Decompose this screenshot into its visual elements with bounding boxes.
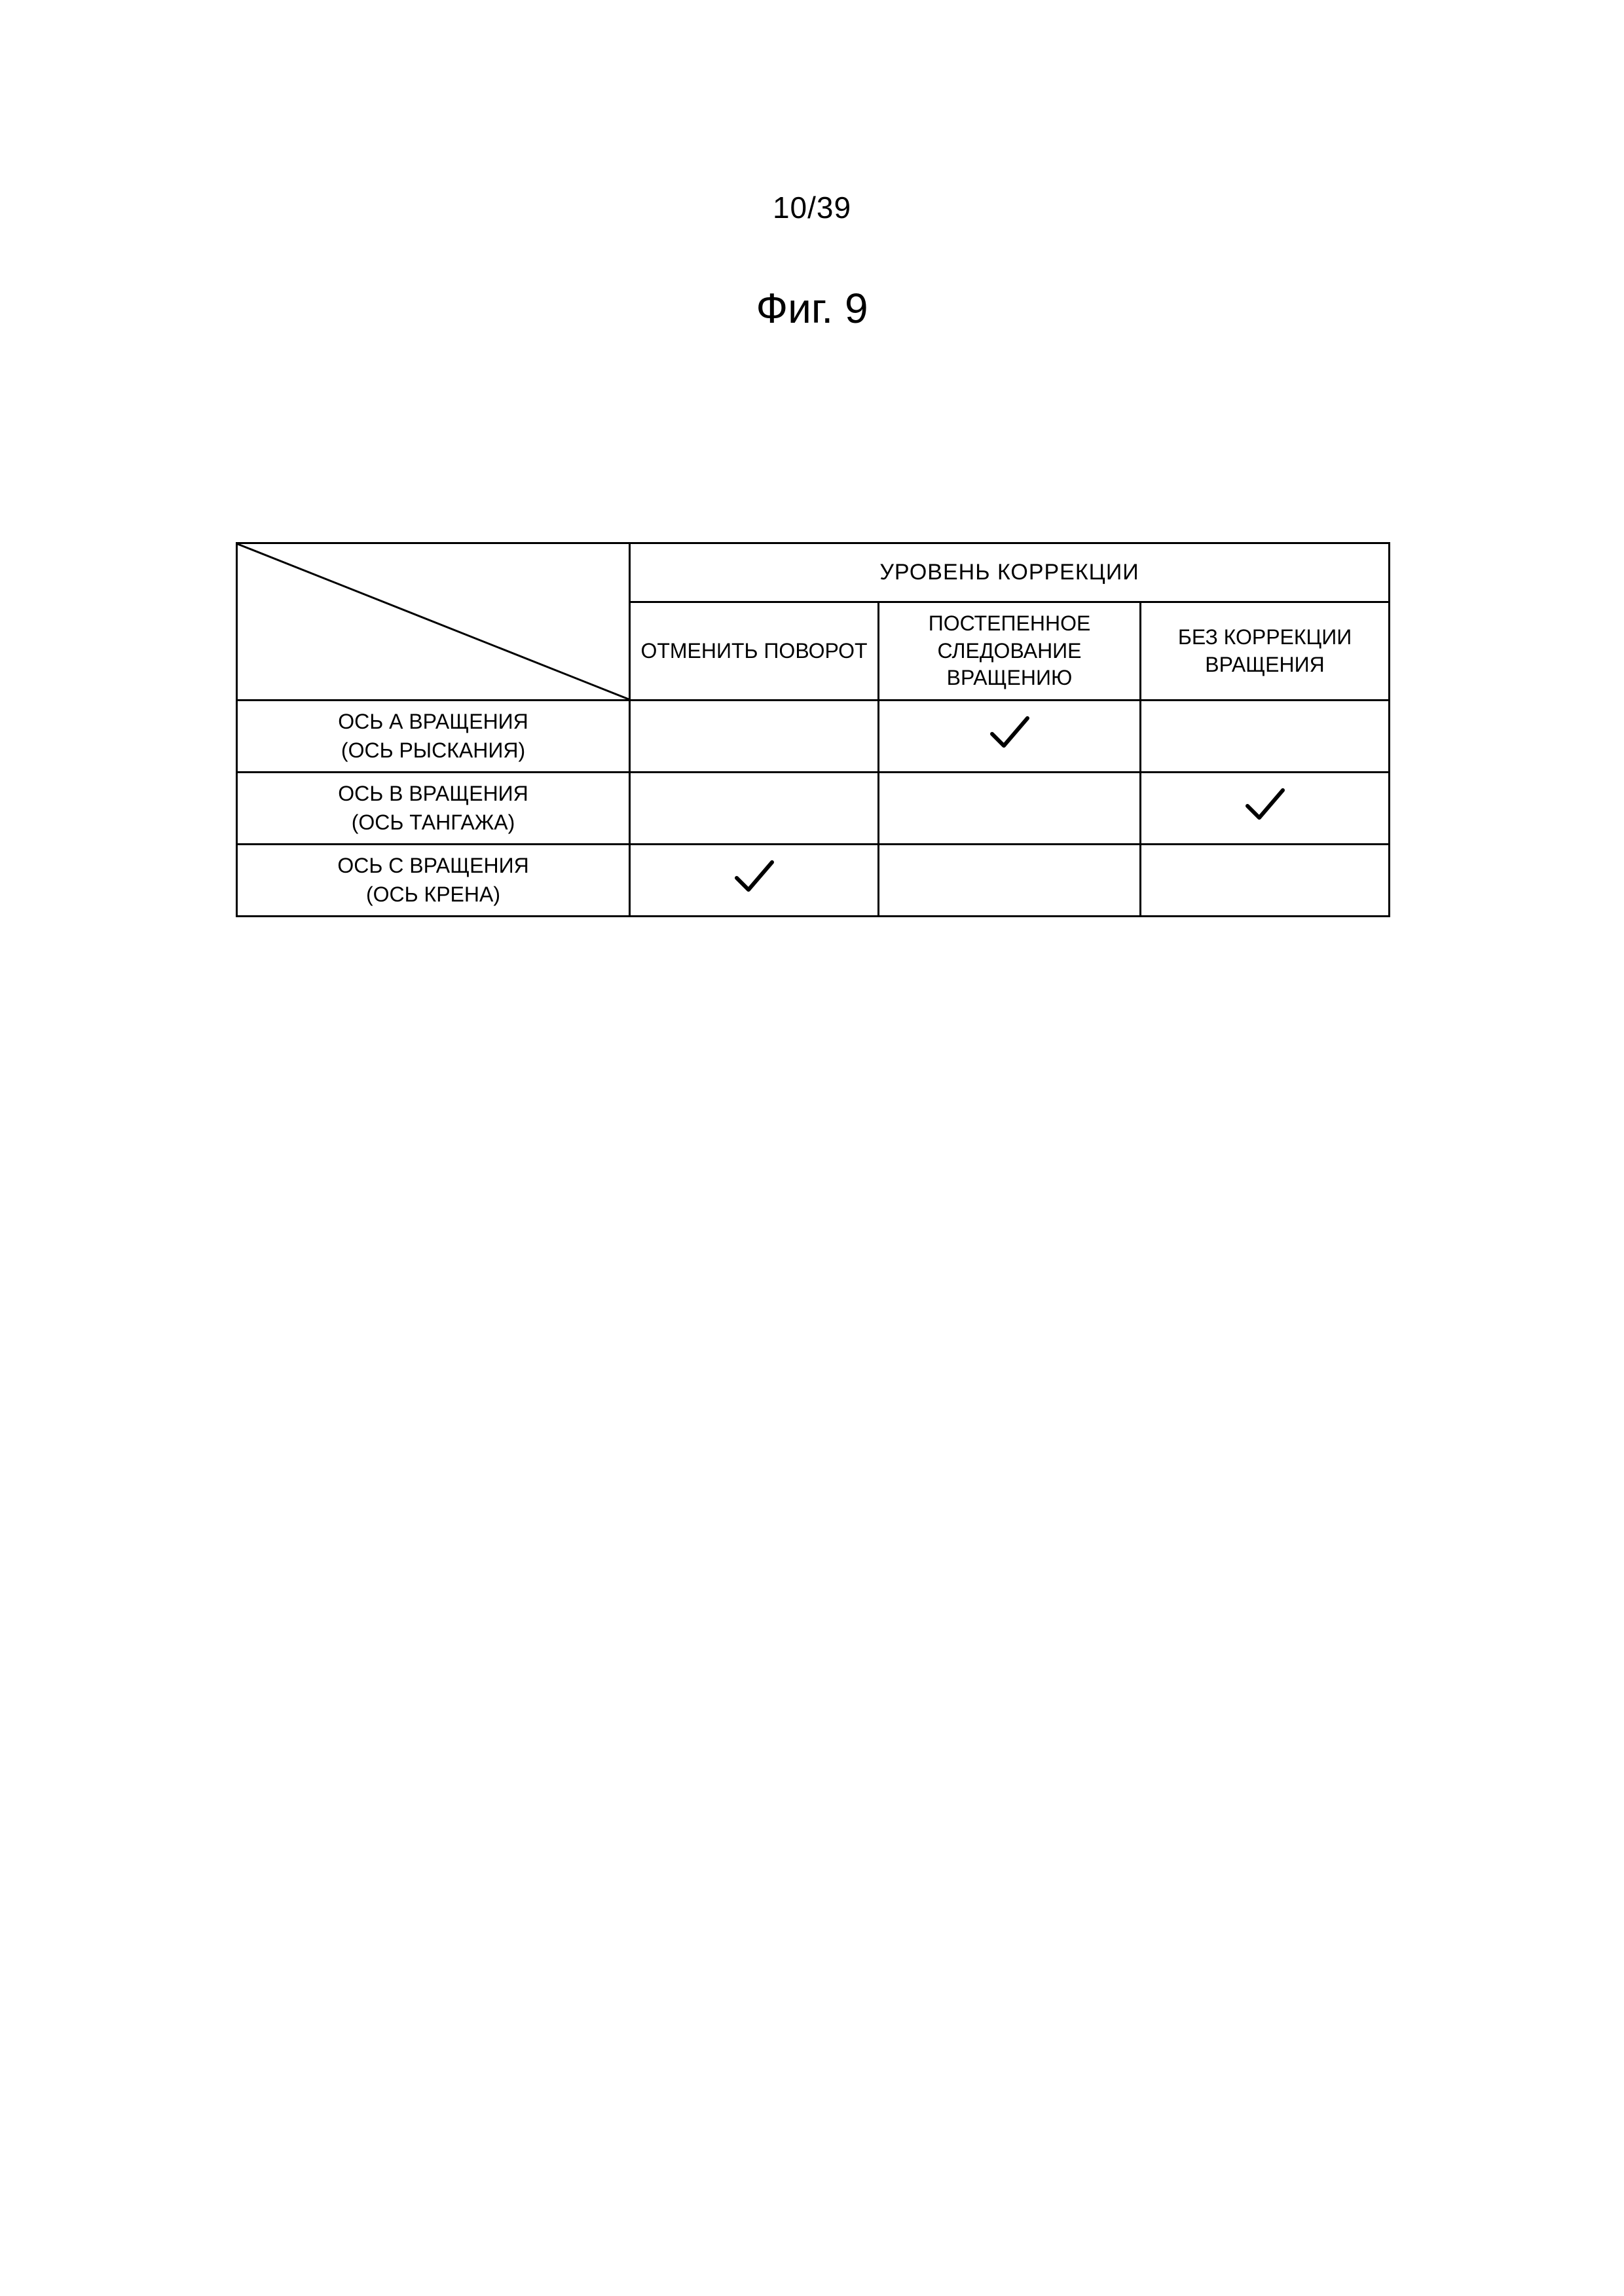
checkmark-icon (987, 713, 1033, 752)
correction-table-wrapper: УРОВЕНЬ КОРРЕКЦИИ ОТМЕНИТЬ ПОВОРОТ ПОСТЕ… (236, 542, 1388, 917)
row-label-1: ОСЬ В ВРАЩЕНИЯ (ОСЬ ТАНГАЖА) (237, 773, 630, 845)
figure-title: Фиг. 9 (0, 284, 1624, 333)
table-row: ОСЬ В ВРАЩЕНИЯ (ОСЬ ТАНГАЖА) (237, 773, 1390, 845)
cell-0-2 (1141, 701, 1390, 773)
row-1-label-line1: ОСЬ В ВРАЩЕНИЯ (338, 782, 528, 805)
column-header-2: БЕЗ КОРРЕКЦИИ ВРАЩЕНИЯ (1141, 602, 1390, 701)
page-container: 10/39 Фиг. 9 УРОВЕНЬ КОРРЕК (0, 0, 1624, 2296)
checkmark-icon (731, 857, 777, 896)
group-header-cell: УРОВЕНЬ КОРРЕКЦИИ (630, 543, 1390, 602)
row-label-0: ОСЬ А ВРАЩЕНИЯ (ОСЬ РЫСКАНИЯ) (237, 701, 630, 773)
column-header-1-label: ПОСТЕПЕННОЕ СЛЕДОВАНИЕ ВРАЩЕНИЮ (929, 611, 1091, 689)
column-header-0-label: ОТМЕНИТЬ ПОВОРОТ (640, 639, 867, 663)
column-header-1: ПОСТЕПЕННОЕ СЛЕДОВАНИЕ ВРАЩЕНИЮ (879, 602, 1141, 701)
row-0-label-line2: (ОСЬ РЫСКАНИЯ) (341, 738, 525, 762)
cell-1-1 (879, 773, 1141, 845)
row-2-label-line1: ОСЬ С ВРАЩЕНИЯ (337, 854, 528, 877)
cell-0-1 (879, 701, 1141, 773)
checkmark-icon (1242, 785, 1288, 824)
cell-2-0 (630, 845, 879, 917)
column-header-2-label: БЕЗ КОРРЕКЦИИ ВРАЩЕНИЯ (1178, 625, 1352, 676)
row-2-label-line2: (ОСЬ КРЕНА) (366, 883, 500, 906)
cell-1-2 (1141, 773, 1390, 845)
group-header-label: УРОВЕНЬ КОРРЕКЦИИ (879, 560, 1139, 585)
diagonal-header-cell (237, 543, 630, 701)
cell-0-0 (630, 701, 879, 773)
page-number: 10/39 (0, 190, 1624, 225)
column-header-0: ОТМЕНИТЬ ПОВОРОТ (630, 602, 879, 701)
row-0-label-line1: ОСЬ А ВРАЩЕНИЯ (338, 710, 528, 733)
cell-1-0 (630, 773, 879, 845)
correction-table: УРОВЕНЬ КОРРЕКЦИИ ОТМЕНИТЬ ПОВОРОТ ПОСТЕ… (236, 542, 1390, 917)
row-1-label-line2: (ОСЬ ТАНГАЖА) (352, 811, 515, 834)
diagonal-line-icon (238, 544, 629, 699)
cell-2-1 (879, 845, 1141, 917)
cell-2-2 (1141, 845, 1390, 917)
table-row: ОСЬ С ВРАЩЕНИЯ (ОСЬ КРЕНА) (237, 845, 1390, 917)
row-label-2: ОСЬ С ВРАЩЕНИЯ (ОСЬ КРЕНА) (237, 845, 630, 917)
table-row: ОСЬ А ВРАЩЕНИЯ (ОСЬ РЫСКАНИЯ) (237, 701, 1390, 773)
